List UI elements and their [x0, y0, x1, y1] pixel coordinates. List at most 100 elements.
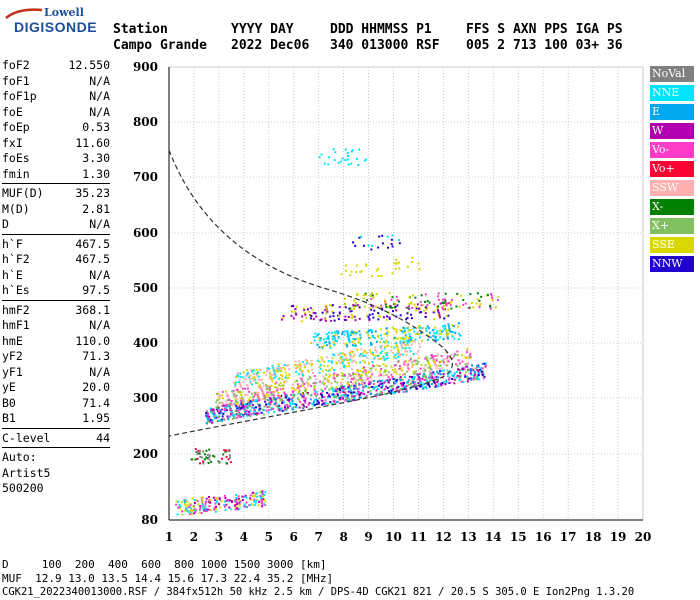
param-row: yE 20.0	[2, 380, 110, 396]
echo-point	[335, 396, 338, 399]
echo-point	[301, 383, 304, 386]
echo-point	[346, 399, 349, 402]
echo-point	[422, 387, 425, 390]
param-row: foF1 N/A	[2, 74, 110, 90]
echo-point	[402, 326, 405, 329]
echo-point	[215, 416, 218, 419]
echo-point	[446, 334, 449, 337]
echo-point	[392, 392, 395, 394]
echo-point	[446, 364, 449, 367]
echo-point	[438, 361, 441, 364]
echo-point	[343, 385, 346, 388]
echo-point	[320, 153, 323, 156]
echo-point	[483, 375, 486, 378]
echo-point	[389, 349, 392, 352]
echo-point	[351, 331, 354, 334]
echo-point	[274, 398, 277, 401]
echo-point	[325, 356, 328, 359]
echo-point	[365, 370, 368, 373]
echo-point	[365, 263, 367, 266]
echo-point	[476, 292, 479, 295]
param-name: yF2	[2, 349, 23, 363]
echo-point	[277, 408, 280, 411]
echo-point	[364, 369, 367, 372]
echo-point	[489, 305, 492, 308]
echo-point	[393, 303, 395, 306]
echo-point	[209, 509, 212, 511]
echo-point	[456, 292, 459, 295]
echo-point	[332, 374, 335, 377]
param-name: foF2	[2, 58, 30, 72]
echo-point	[368, 371, 371, 374]
echo-point	[359, 377, 362, 380]
echo-point	[250, 392, 253, 395]
echo-point	[469, 356, 472, 359]
echo-point	[350, 162, 353, 165]
echo-point	[400, 330, 403, 333]
echo-point	[233, 505, 236, 508]
echo-point	[433, 332, 436, 335]
echo-point	[336, 390, 339, 393]
echo-point	[371, 294, 374, 297]
echo-point	[251, 383, 254, 386]
divider	[2, 183, 110, 184]
echo-point	[384, 301, 387, 304]
echo-point	[347, 316, 350, 318]
echo-point	[247, 414, 250, 416]
echo-point	[462, 303, 465, 306]
echo-point	[280, 370, 283, 373]
echo-point	[474, 370, 476, 373]
echo-point	[199, 456, 202, 458]
echo-point	[455, 376, 458, 379]
echo-point	[356, 387, 359, 390]
x-axis-ticks: 1 2 3 4 5 6 7 8 9 10 11 12 13 14 15 16 17 18 19 20	[165, 530, 652, 544]
echo-point	[356, 374, 359, 377]
echo-point	[425, 355, 428, 358]
echo-point	[412, 378, 415, 380]
echo-point	[371, 351, 374, 354]
echo-point	[395, 342, 397, 344]
echo-point	[321, 390, 324, 393]
echo-point	[375, 389, 378, 392]
echo-point	[175, 500, 178, 503]
echo-point	[404, 347, 407, 350]
echo-point	[251, 403, 254, 406]
echo-point	[387, 381, 390, 384]
echo-point	[295, 370, 298, 373]
echo-point	[358, 317, 361, 320]
echo-point	[334, 380, 336, 383]
echo-point	[249, 382, 252, 385]
echo-point	[212, 454, 215, 457]
echo-point	[379, 372, 382, 375]
y-tick-label: 900	[133, 60, 158, 74]
echo-point	[386, 334, 389, 337]
echo-point	[386, 315, 389, 318]
param-name: yF1	[2, 364, 23, 379]
param-name: B0	[2, 395, 16, 410]
echo-point	[328, 388, 331, 391]
echo-point	[297, 397, 299, 400]
echo-point	[320, 391, 323, 394]
echo-point	[315, 391, 318, 393]
header-ddd-label: DDD HHMMSS P1	[330, 22, 432, 37]
echo-point	[252, 413, 255, 416]
echo-point	[286, 405, 289, 408]
echo-point	[481, 362, 484, 365]
echo-point	[443, 328, 446, 331]
echo-point	[405, 388, 408, 391]
echo-point	[202, 461, 205, 463]
echo-point	[369, 367, 372, 370]
echo-point	[261, 378, 264, 381]
echo-point	[201, 501, 204, 504]
echo-point	[329, 315, 332, 318]
echo-point	[257, 504, 260, 507]
echo-point	[190, 507, 192, 510]
echo-point	[298, 367, 301, 370]
echo-point	[274, 370, 277, 373]
echo-point	[314, 332, 317, 335]
echo-point	[476, 298, 479, 301]
echo-point	[410, 343, 413, 346]
echo-point	[404, 373, 406, 376]
echo-point	[416, 303, 419, 306]
echo-point	[433, 309, 436, 312]
